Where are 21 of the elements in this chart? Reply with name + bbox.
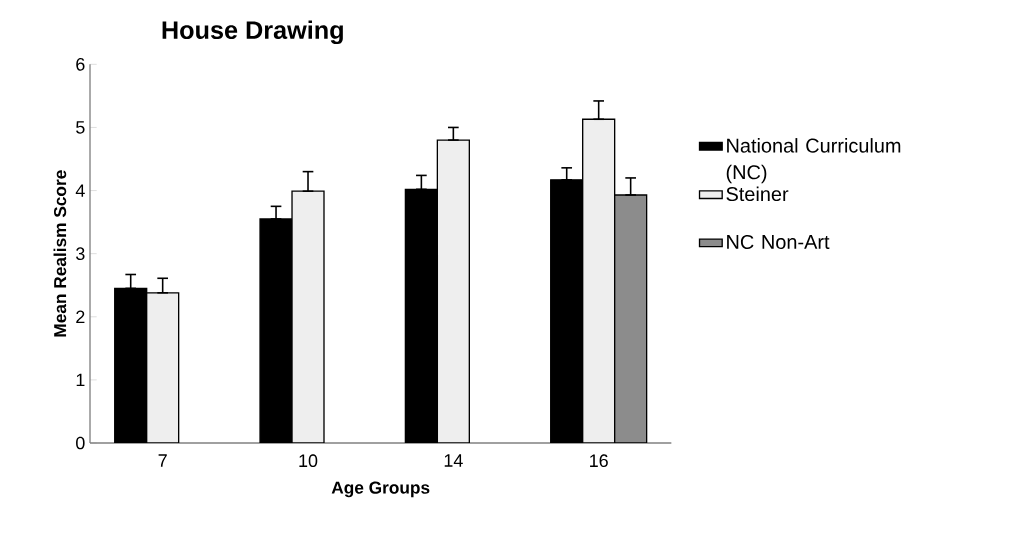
bar — [582, 118, 616, 443]
bar — [291, 190, 325, 443]
bar — [146, 292, 180, 443]
y-tick-label: 0 — [76, 436, 85, 450]
y-tick-label: 3 — [76, 247, 85, 261]
x-tick-label: 10 — [299, 454, 318, 468]
y-tick-label: 2 — [76, 310, 85, 324]
x-tick-label: 7 — [158, 454, 167, 467]
x-tick-label: 14 — [444, 454, 463, 467]
y-tick-label: 4 — [75, 184, 85, 197]
y-tick-label: 6 — [76, 57, 85, 71]
legend-label: NC Non-Art — [727, 234, 830, 249]
y-axis-title: Mean Realism Score — [53, 170, 67, 337]
y-tick-label: 5 — [76, 121, 85, 134]
x-axis-title: Age Groups — [331, 481, 430, 498]
x-tick-label: 16 — [590, 454, 608, 468]
y-tick-label: 1 — [76, 373, 85, 387]
legend-label: Steiner — [726, 186, 789, 202]
bar — [436, 139, 470, 443]
chart-title: House Drawing — [162, 20, 343, 45]
legend-label: National Curriculum (NC) — [726, 138, 901, 184]
